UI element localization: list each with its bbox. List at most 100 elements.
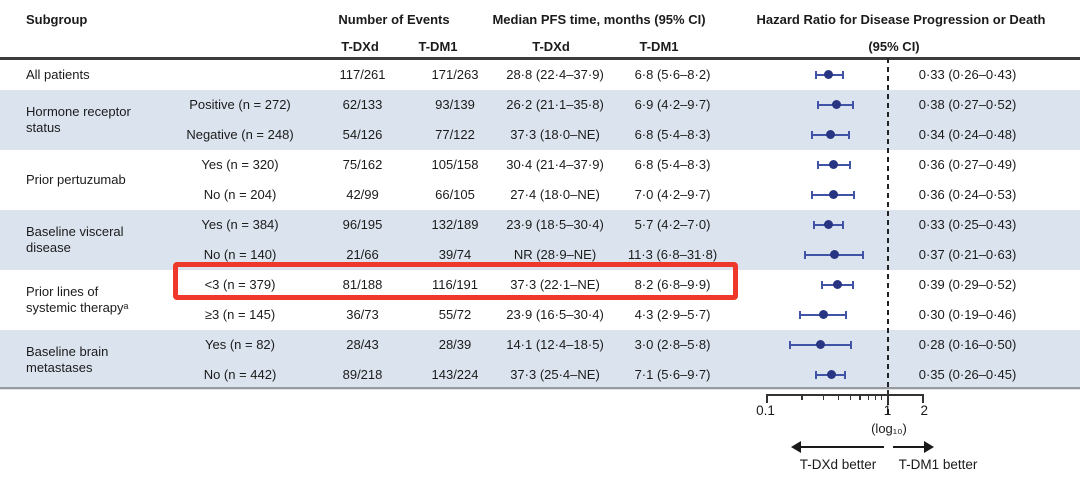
hr-cell: 0·37 (0·21–0·63) <box>918 247 1017 262</box>
table-row: No (n = 442) 89/218 143/224 37·3 (25·4–N… <box>0 360 1080 390</box>
table-row: Negative (n = 248) 54/126 77/122 37·3 (1… <box>0 120 1080 150</box>
forest-plot-cell <box>725 150 900 180</box>
axis-line <box>765 394 925 396</box>
header-hazard-ratio-ci: (95% CI) <box>868 39 920 54</box>
forest-plot-cell <box>725 270 900 300</box>
tdxd-better-arrowhead-icon <box>791 441 801 453</box>
header-median-pfs: Median PFS time, months (95% CI) <box>492 12 706 27</box>
median-tdxd-cell: 37·3 (18·0–NE) <box>510 127 600 142</box>
axis-endcap-left <box>765 394 768 403</box>
subgroup-label: Hormone receptor status <box>0 90 175 150</box>
events-tdxd-cell: 36/73 <box>346 307 379 322</box>
events-tdxd-cell: 89/218 <box>342 367 383 382</box>
subgroup-label-line: metastases <box>26 359 93 375</box>
level-cell: Yes (n = 82) <box>205 337 275 352</box>
hr-point-icon <box>828 190 838 199</box>
median-tdm1-cell: 6·9 (4·2–9·7) <box>634 97 711 112</box>
header-subgroup: Subgroup <box>26 12 88 27</box>
median-tdm1-cell: 5·7 (4·2–7·0) <box>634 217 711 232</box>
events-tdm1-cell: 77/122 <box>435 127 475 142</box>
table-row: Positive (n = 272) 62/133 93/139 26·2 (2… <box>0 90 1080 120</box>
forest-plot-cell <box>725 210 900 240</box>
ci-cap-low-icon <box>810 190 813 199</box>
axis-minor-tick <box>859 394 861 400</box>
events-tdxd-cell: 81/188 <box>342 277 383 292</box>
log-scale-label: (log₁₀) <box>871 421 907 436</box>
level-cell: No (n = 204) <box>203 187 277 202</box>
subgroup-label: Prior pertuzumab <box>0 150 175 210</box>
subgroup-block: Prior pertuzumab Yes (n = 320) 75/162 10… <box>0 150 1080 210</box>
median-tdm1-cell: 6·8 (5·6–8·2) <box>634 67 711 82</box>
median-tdm1-cell: 6·8 (5·4–8·3) <box>634 157 711 172</box>
hr-cell: 0·36 (0·27–0·49) <box>918 157 1017 172</box>
median-tdm1-cell: 3·0 (2·8–5·8) <box>634 337 711 352</box>
subgroup-block: Baseline brain metastases Yes (n = 82) 28… <box>0 329 1080 390</box>
hr-point-icon <box>819 310 829 319</box>
hr-point-icon <box>828 160 838 169</box>
events-tdxd-cell: 28/43 <box>346 337 379 352</box>
hr-cell: 0·34 (0·24–0·48) <box>918 127 1017 142</box>
table-row: No (n = 140) 21/66 39/74 NR (28·9–NE) 11… <box>0 240 1080 270</box>
ci-cap-low-icon <box>789 340 792 349</box>
level-cell: ≥3 (n = 145) <box>204 307 276 322</box>
axis-minor-tick <box>874 394 877 400</box>
axis-minor-tick <box>849 394 852 400</box>
ci-cap-low-icon <box>820 280 823 289</box>
axis-tick-label: 2 <box>920 403 928 418</box>
tdm1-better-arrow <box>893 446 924 448</box>
subgroup-label-line: disease <box>26 239 71 255</box>
header-median-tdm1: T-DM1 <box>639 39 679 54</box>
ci-cap-high-icon <box>849 340 852 349</box>
forest-plot-cell <box>725 90 900 120</box>
ci-cap-high-icon <box>841 70 844 79</box>
ci-cap-high-icon <box>845 310 848 319</box>
events-tdm1-cell: 143/224 <box>431 367 479 382</box>
events-tdxd-cell: 96/195 <box>342 217 383 232</box>
events-tdm1-cell: 55/72 <box>438 307 472 322</box>
table-row: No (n = 204) 42/99 66/105 27·4 (18·0–NE)… <box>0 180 1080 210</box>
forest-plot-cell <box>725 120 900 150</box>
hr-cell: 0·36 (0·24–0·53) <box>918 187 1017 202</box>
subgroup-label-line: Baseline visceral <box>26 223 124 239</box>
subgroup-label-line: status <box>26 119 61 135</box>
hr-cell: 0·38 (0·27–0·52) <box>918 97 1017 112</box>
axis-tick-label: 0.1 <box>756 403 775 418</box>
table-row: Yes (n = 384) 96/195 132/189 23·9 (18·5–… <box>0 210 1080 240</box>
ci-cap-high-icon <box>841 220 844 229</box>
hr-cell: 0·28 (0·16–0·50) <box>918 337 1017 352</box>
ci-cap-high-icon <box>851 100 854 109</box>
events-tdxd-cell: 54/126 <box>342 127 383 142</box>
median-tdxd-cell: 27·4 (18·0–NE) <box>510 187 600 202</box>
hr-cell: 0·30 (0·19–0·46) <box>918 307 1017 322</box>
events-tdxd-cell: 75/162 <box>342 157 383 172</box>
subgroup-label-line: Baseline brain <box>26 343 109 359</box>
header-events-tdm1: T-DM1 <box>418 39 458 54</box>
median-tdxd-cell: 28·8 (22·4–37·9) <box>506 67 604 82</box>
hr-cell: 0·39 (0·29–0·52) <box>918 277 1017 292</box>
ci-cap-high-icon <box>852 190 855 199</box>
level-cell: No (n = 442) <box>203 367 277 382</box>
header-rule <box>0 57 1080 60</box>
events-tdm1-cell: 66/105 <box>435 187 475 202</box>
subgroup-block: Prior lines of systemic therapyᵃ <3 (n = … <box>0 270 1080 330</box>
ci-cap-high-icon <box>847 130 850 139</box>
median-tdm1-cell: 4·3 (2·9–5·7) <box>634 307 711 322</box>
axis-minor-tick <box>867 394 870 400</box>
forest-plot-cell <box>725 330 900 360</box>
events-tdxd-cell: 42/99 <box>346 187 379 202</box>
ci-cap-high-icon <box>848 160 851 169</box>
events-tdm1-cell: 105/158 <box>431 157 479 172</box>
median-tdxd-cell: 30·4 (21·4–37·9) <box>506 157 604 172</box>
forest-plot-cell <box>725 360 900 390</box>
events-tdxd-cell: 21/66 <box>346 247 379 262</box>
hr-point-icon <box>830 250 840 259</box>
events-tdm1-cell: 28/39 <box>438 337 472 352</box>
subgroup-block: All patients 117/261 171/263 28·8 (22·4–… <box>0 60 1080 90</box>
ci-cap-low-icon <box>815 370 818 379</box>
table-row: <3 (n = 379) 81/188 116/191 37·3 (22·1–N… <box>0 270 1080 300</box>
median-tdxd-cell: 23·9 (16·5–30·4) <box>506 307 604 322</box>
ci-cap-low-icon <box>810 130 813 139</box>
table-row: Yes (n = 82) 28/43 28/39 14·1 (12·4–18·5… <box>0 330 1080 360</box>
hr-point-icon <box>825 130 835 139</box>
